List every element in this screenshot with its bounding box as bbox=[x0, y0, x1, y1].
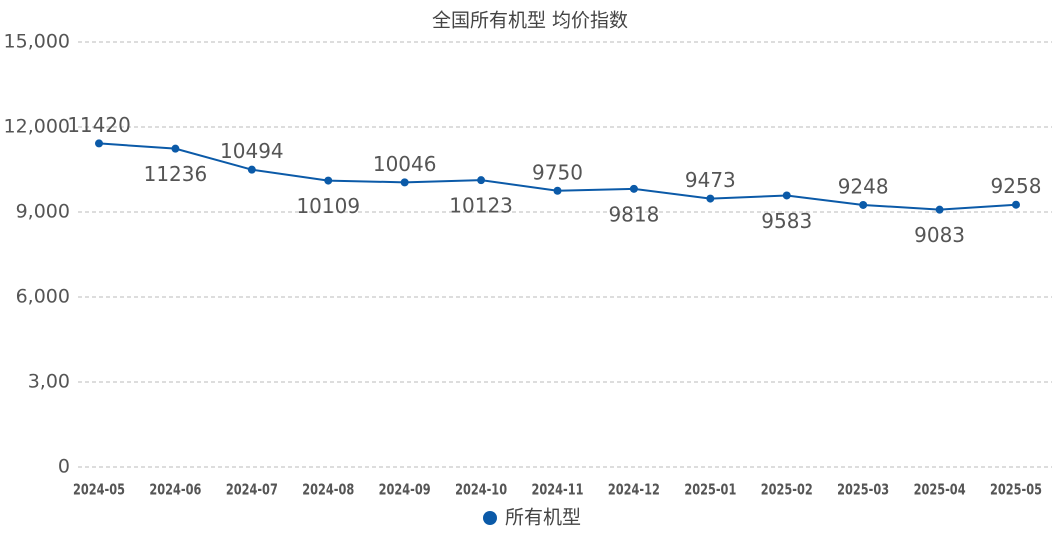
data-label: 9083 bbox=[914, 223, 965, 247]
data-label: 9258 bbox=[991, 174, 1042, 198]
y-tick-label: 12,000 bbox=[4, 116, 70, 138]
data-label: 9750 bbox=[532, 160, 583, 184]
data-point bbox=[95, 139, 103, 148]
data-label: 11420 bbox=[67, 113, 131, 137]
data-label: 11236 bbox=[144, 162, 208, 186]
x-tick-label: 2024-10 bbox=[455, 481, 507, 499]
data-point bbox=[1012, 200, 1020, 209]
x-tick-label: 2024-08 bbox=[302, 481, 354, 499]
y-tick-label: 3,00 bbox=[28, 371, 70, 393]
legend-marker bbox=[483, 511, 497, 525]
data-point bbox=[706, 194, 715, 203]
x-tick-label: 2024-07 bbox=[226, 481, 278, 499]
y-tick-label: 6,000 bbox=[16, 286, 70, 308]
x-tick-label: 2024-06 bbox=[149, 481, 201, 499]
data-point bbox=[629, 184, 638, 193]
chart-title: 全国所有机型 均价指数 bbox=[432, 10, 628, 32]
x-tick-label: 2025-03 bbox=[837, 481, 889, 499]
x-tick-label: 2024-12 bbox=[608, 481, 660, 499]
x-tick-label: 2024-09 bbox=[379, 481, 431, 499]
x-tick-label: 2024-05 bbox=[73, 481, 125, 499]
data-label: 10123 bbox=[449, 194, 513, 218]
x-tick-label: 2024-11 bbox=[532, 481, 584, 499]
data-point bbox=[553, 186, 562, 195]
data-label: 9583 bbox=[761, 209, 812, 233]
data-point bbox=[171, 144, 180, 153]
legend-label: 所有机型 bbox=[505, 507, 581, 529]
data-point bbox=[400, 178, 409, 187]
data-label: 9248 bbox=[838, 174, 889, 198]
y-tick-label: 9,000 bbox=[16, 201, 70, 223]
x-tick-label: 2025-04 bbox=[914, 481, 966, 499]
data-label: 10109 bbox=[296, 194, 360, 218]
data-point bbox=[247, 165, 256, 174]
data-label: 10494 bbox=[220, 139, 284, 163]
data-point bbox=[324, 176, 333, 185]
x-tick-label: 2025-01 bbox=[684, 481, 736, 499]
data-point bbox=[859, 200, 868, 209]
data-label: 9473 bbox=[685, 168, 736, 192]
data-point bbox=[782, 191, 791, 200]
data-point bbox=[477, 176, 486, 185]
y-tick-label: 15,000 bbox=[4, 31, 70, 53]
data-label: 10046 bbox=[373, 152, 437, 176]
x-tick-label: 2025-02 bbox=[761, 481, 813, 499]
y-tick-label: 0 bbox=[58, 456, 70, 478]
data-label: 9818 bbox=[608, 202, 659, 226]
x-tick-label: 2025-05 bbox=[990, 481, 1042, 499]
data-point bbox=[935, 205, 944, 214]
